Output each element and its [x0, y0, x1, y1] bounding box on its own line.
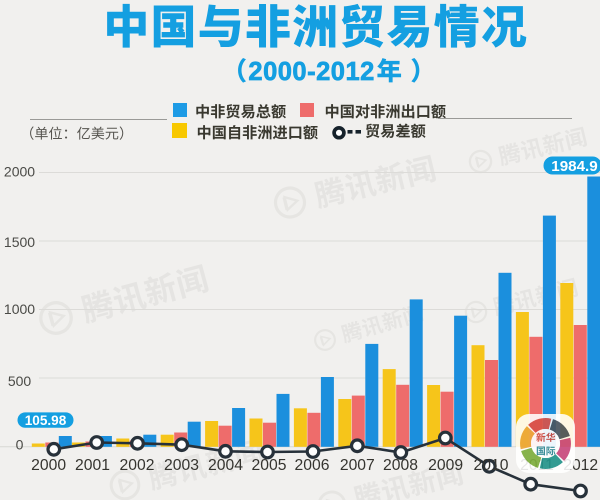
svg-text:2002: 2002	[120, 457, 155, 474]
svg-text:2005: 2005	[252, 457, 287, 474]
svg-text:105.98: 105.98	[25, 413, 67, 428]
svg-text:500: 500	[8, 373, 32, 389]
svg-text:2008: 2008	[383, 457, 418, 474]
svg-text:2000: 2000	[31, 457, 66, 474]
svg-text:1984.9: 1984.9	[551, 158, 597, 175]
svg-text:1000: 1000	[4, 301, 35, 317]
svg-text:2000-2012: 2000-2012	[248, 58, 374, 86]
svg-text:2001: 2001	[75, 457, 110, 474]
svg-text:0: 0	[16, 437, 24, 453]
svg-text:2009: 2009	[428, 457, 463, 474]
svg-text:1500: 1500	[4, 234, 35, 250]
svg-text:2000: 2000	[4, 164, 35, 180]
svg-text:2003: 2003	[164, 457, 199, 474]
svg-text:2010: 2010	[474, 457, 509, 474]
svg-text:2004: 2004	[208, 457, 243, 474]
svg-text:2006: 2006	[295, 457, 330, 474]
svg-text:2007: 2007	[340, 457, 375, 474]
